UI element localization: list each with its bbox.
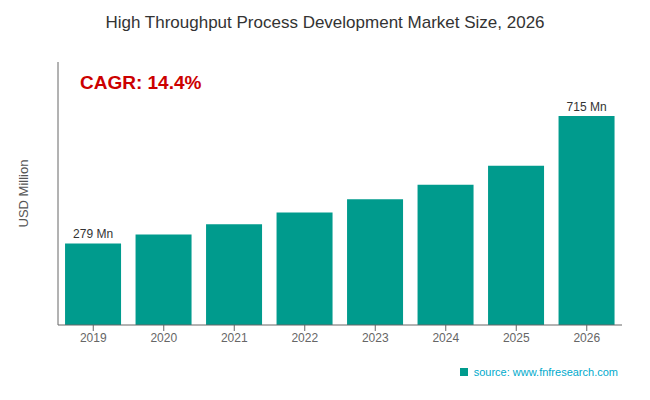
svg-text:715 Mn: 715 Mn [567,100,607,114]
svg-text:2026: 2026 [573,331,600,345]
svg-text:2019: 2019 [80,331,107,345]
svg-text:2021: 2021 [221,331,248,345]
html-text:High Throughput Process Develo: High Throughput Process Development Mark… [105,13,545,32]
svg-text:2025: 2025 [503,331,530,345]
svg-text:USD Million: USD Million [16,160,31,228]
svg-text:2024: 2024 [432,331,459,345]
svg-text:279 Mn: 279 Mn [73,227,113,241]
html-text:CAGR: 14.4%: CAGR: 14.4% [80,72,202,93]
html-text:source: www.fnfresearch.com: source: www.fnfresearch.com [473,366,618,378]
svg-text:2020: 2020 [150,331,177,345]
svg-text:2023: 2023 [362,331,389,345]
svg-text:2022: 2022 [291,331,318,345]
